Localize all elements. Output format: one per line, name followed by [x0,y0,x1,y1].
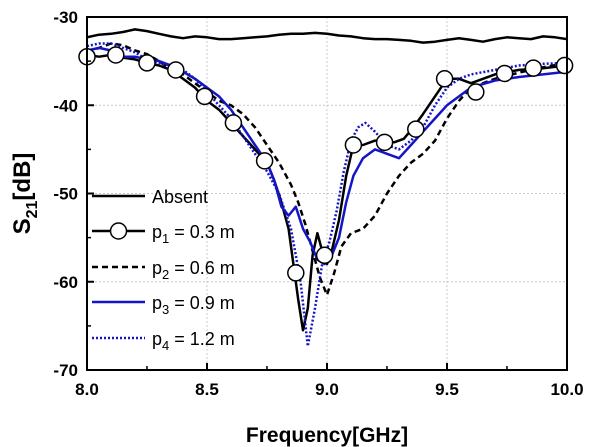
legend-label-rest: = 1.2 m [169,329,235,349]
series-marker-p1 [344,136,363,154]
y-axis-title: S21[dB] [9,153,41,235]
legend-label-main: p [152,293,162,313]
legend-label-rest: = 0.3 m [169,222,235,242]
x-tick-label: 10.0 [550,380,583,399]
legend-label-absent: Absent [152,187,208,207]
series-marker-p1 [467,83,485,101]
legend-label-main: p [152,329,162,349]
x-tick-label: 9.0 [315,380,339,399]
series-marker-p1 [435,70,454,88]
series-marker-p1 [287,264,305,282]
y-tick-label: -70 [53,361,78,380]
legend-label-main: p [152,222,162,242]
series-marker-p1 [495,64,514,83]
legend-label-main: Absent [152,187,208,207]
y-tick-label: -60 [53,273,78,292]
series-marker-p1 [407,120,425,138]
y-axis-title-unit: [dB] [9,153,36,201]
series-marker-p1 [255,152,274,170]
legend-marker-p1 [109,222,128,240]
series-marker-p1 [107,46,125,64]
series-line-absent [87,28,567,44]
x-tick-label: 8.0 [75,380,99,399]
y-tick-label: -30 [53,8,78,27]
legend-label-p1: p1 = 0.3 m [152,222,235,246]
series-marker-p1 [195,87,214,106]
legend-label-p4: p4 = 1.2 m [152,329,235,353]
legend-label-p2: p2 = 0.6 m [152,258,235,282]
axis-labels: Frequency[GHz]S21[dB] [9,153,408,447]
legend-label-sub: 4 [162,338,169,353]
y-tick-label: -50 [53,185,78,204]
series-marker-p1 [524,59,543,77]
legend-label-sub: 1 [162,231,169,246]
legend-label-rest: = 0.6 m [169,258,235,278]
x-tick-label: 9.5 [435,380,459,399]
legend-label-sub: 3 [162,302,169,317]
y-tick-label: -40 [53,96,78,115]
series-marker-p1 [138,54,156,72]
series-marker-p1 [315,246,334,265]
legend-label-main: p [152,258,162,278]
legend-label-p3: p3 = 0.9 m [152,293,235,317]
marker-group [78,46,574,282]
series-marker-p1 [555,56,574,75]
series-marker-p1 [167,61,185,79]
series-line-p4 [87,42,567,348]
legend-label-sub: 2 [162,267,169,282]
x-axis-title: Frequency[GHz] [246,424,408,447]
series-line-p2 [87,42,567,297]
legend-label-rest: = 0.9 m [169,293,235,313]
series-marker-p1 [375,133,394,152]
x-tick-label: 8.5 [195,380,219,399]
y-axis-title-sub: 21 [24,200,41,218]
series-marker-p1 [224,114,243,132]
y-axis-title-main: S [9,218,36,234]
axis-ticks: 8.0 8.5 9.0 9.5 10.0 -30 -40 -50 -60 -70 [53,8,583,399]
